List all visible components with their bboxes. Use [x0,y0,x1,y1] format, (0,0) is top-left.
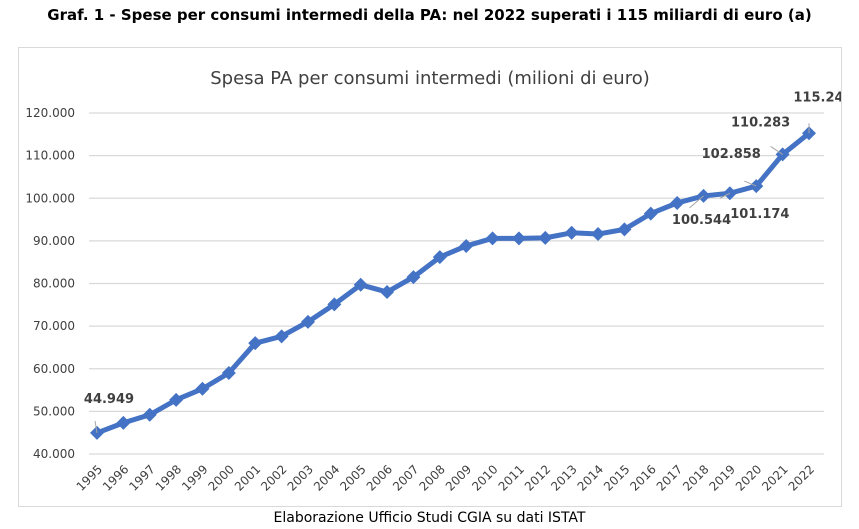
x-tick-label: 2022 [786,462,817,493]
data-label: 102.858 [702,147,761,162]
data-point [274,329,289,344]
x-tick-label: 1997 [126,462,157,493]
y-tick-label: 60.000 [33,362,75,376]
x-tick-label: 2010 [469,462,500,493]
y-tick-label: 80.000 [33,277,75,291]
data-point [221,366,236,381]
x-tick-label: 2006 [364,462,395,493]
x-tick-label: 2014 [575,462,606,493]
data-point [142,407,157,422]
data-label-leader [719,192,731,199]
data-label: 44.949 [84,392,134,407]
x-tick-label: 2019 [707,462,738,493]
y-tick-label: 110.000 [25,149,75,163]
line-chart: Spesa PA per consumi intermedi (milioni … [25,68,841,494]
series-line [96,131,811,436]
x-tick-label: 2007 [390,462,421,493]
data-point [169,392,184,407]
y-tick-label: 40.000 [33,447,75,461]
data-point [300,314,315,329]
x-tick-label: 2016 [627,462,658,493]
x-tick-label: 2012 [522,462,553,493]
data-point [248,336,263,351]
source-footer: Elaborazione Ufficio Studi CGIA su dati … [273,510,586,526]
data-label: 100.544 [672,213,731,228]
y-tick-label: 100.000 [25,191,75,205]
data-point [617,222,632,237]
x-tick-label: 2013 [548,462,579,493]
data-point [564,225,579,240]
x-tick-label: 2020 [733,462,764,493]
data-point [511,231,526,246]
data-point [432,250,447,265]
data-label: 101.174 [730,207,789,222]
y-tick-label: 70.000 [33,319,75,333]
x-tick-label: 1996 [100,462,131,493]
data-point [459,238,474,253]
data-point [116,415,131,430]
data-label: 115.247 [793,90,841,105]
data-point [380,285,395,300]
data-point [643,206,658,221]
data-point [538,230,553,245]
x-tick-label: 2018 [680,462,711,493]
data-point [591,227,606,242]
x-tick-label: 2011 [496,462,527,493]
x-tick-label: 2000 [205,462,236,493]
x-tick-label: 1995 [74,462,105,493]
x-tick-label: 2005 [337,462,368,493]
y-tick-label: 50.000 [33,404,75,418]
x-tick-label: 1998 [153,462,184,493]
data-point [406,270,421,285]
chart-title: Spesa PA per consumi intermedi (milioni … [210,68,650,89]
x-tick-label: 2017 [654,462,685,493]
data-point [195,381,210,396]
figure-heading: Graf. 1 - Spese per consumi intermedi de… [47,6,812,24]
x-tick-label: 2009 [443,462,474,493]
data-label-leader [94,420,98,433]
y-tick-label: 120.000 [25,106,75,120]
data-label: 110.283 [731,115,790,130]
x-tick-label: 2015 [601,462,632,493]
chart-frame: Spesa PA per consumi intermedi (milioni … [18,47,842,507]
y-tick-label: 90.000 [33,234,75,248]
data-label-leader [744,180,757,187]
data-label-leader [770,146,783,155]
data-point [353,277,368,292]
x-tick-label: 2004 [311,462,342,493]
x-tick-label: 2008 [416,462,447,493]
x-tick-label: 2003 [285,462,316,493]
x-tick-label: 2002 [258,462,289,493]
x-tick-label: 1999 [179,462,210,493]
x-tick-label: 2021 [759,462,790,493]
x-tick-label: 2001 [232,462,263,493]
data-label-leader [689,195,704,209]
data-point [670,195,685,210]
data-point [327,297,342,312]
data-point [485,231,500,246]
